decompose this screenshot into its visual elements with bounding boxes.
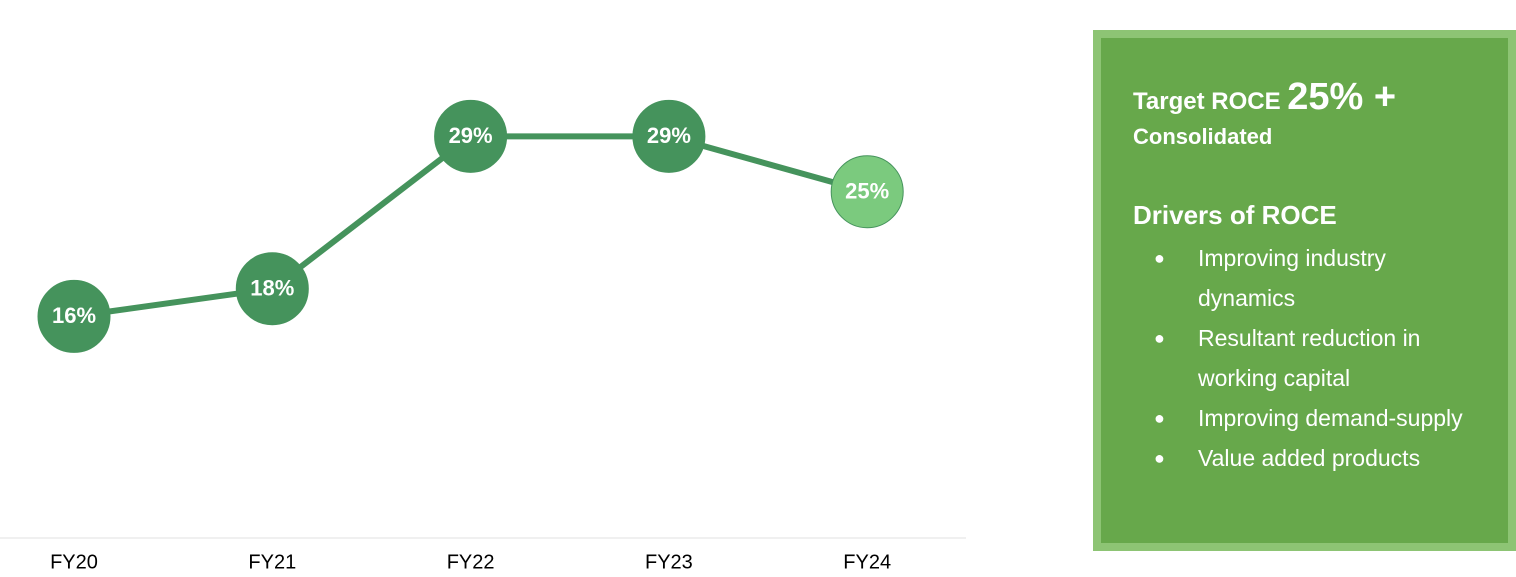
point [235, 252, 309, 326]
value-label: 16% [52, 303, 96, 328]
x-tick-label: FY21 [248, 551, 296, 573]
value-label: 29% [449, 123, 493, 148]
bullet-list: Improving industry dynamicsResultant red… [1133, 238, 1473, 478]
bullet: Resultant reduction in working capital [1154, 318, 1473, 398]
point [830, 155, 904, 229]
info-panel: Target ROCE 25% + Consolidated Drivers o… [1093, 30, 1516, 551]
bullet: Value added products [1154, 438, 1473, 478]
point [434, 99, 508, 173]
value-label: 29% [647, 123, 691, 148]
bullet: Improving demand-supply [1154, 398, 1473, 438]
panel-heading: Drivers of ROCE [1133, 200, 1337, 230]
panel-title-value: 25% + [1287, 76, 1397, 118]
x-tick-label: FY23 [645, 551, 693, 573]
point [37, 279, 111, 353]
panel-title: Target ROCE 25% + [1133, 76, 1396, 119]
x-tick-label: FY22 [447, 551, 495, 573]
chart: FY20 FY21 FY22 FY23 FY24 16% 18% 29% 29% 25% [0, 99, 966, 573]
point [632, 99, 706, 173]
panel-title-text: Target ROCE [1133, 88, 1281, 115]
x-tick-label: FY24 [843, 551, 891, 573]
bullet: Improving industry dynamics [1154, 238, 1473, 318]
x-tick-label: FY20 [50, 551, 98, 573]
value-label: 25% [845, 179, 889, 204]
value-label: 18% [250, 276, 294, 301]
panel-subtitle: Consolidated [1133, 124, 1273, 149]
